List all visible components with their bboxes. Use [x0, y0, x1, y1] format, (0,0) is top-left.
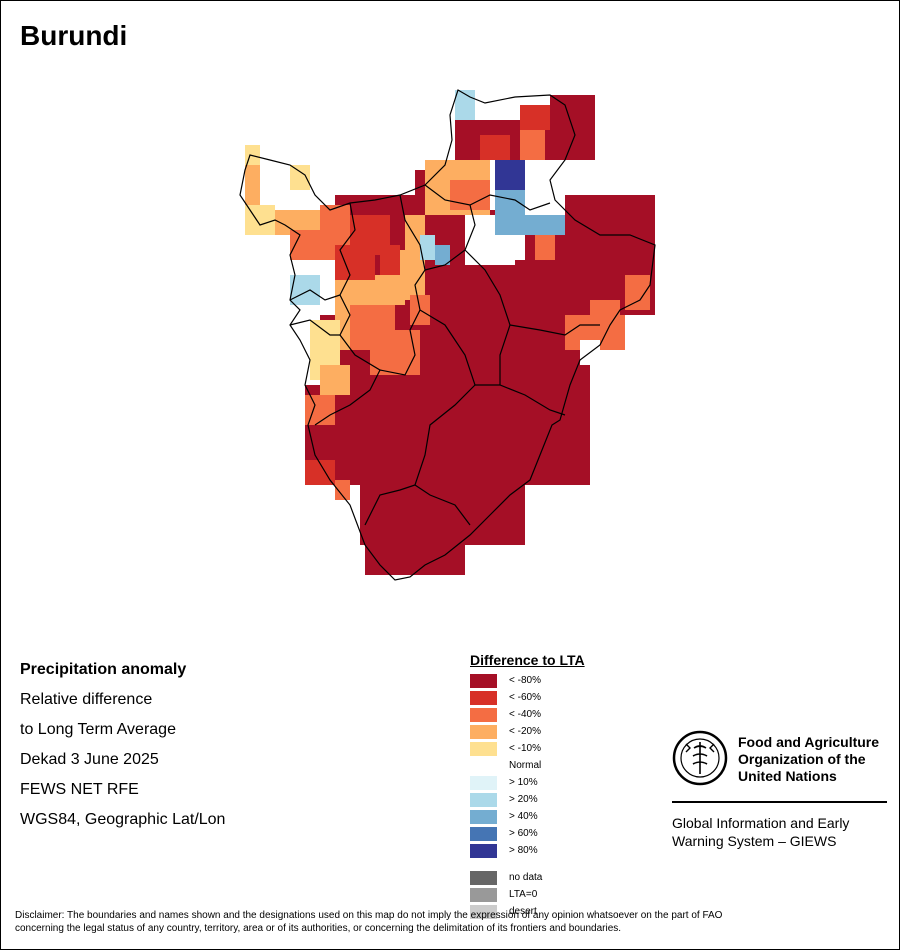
legend-title: Difference to LTA [470, 652, 585, 668]
legend-extra-row: desert [470, 903, 630, 920]
giews-name: Global Information and Early Warning Sys… [672, 814, 887, 850]
legend-class-swatch [470, 843, 497, 858]
legend-class-swatch [470, 809, 497, 824]
giews-line2: Warning System – GIEWS [672, 833, 837, 849]
info-line1: Relative difference [20, 691, 153, 708]
info-source: FEWS NET RFE [20, 781, 139, 798]
legend-class-label: Normal [509, 760, 542, 771]
legend-extra-swatch [470, 887, 497, 902]
legend-class-swatch [470, 724, 497, 739]
legend-class-row: < -40% [470, 706, 630, 723]
fao-name-line1: Food and Agriculture [738, 734, 880, 750]
legend-extra: no data LTA=0 desert [470, 869, 630, 920]
legend-class-row: > 60% [470, 825, 630, 842]
legend-class-label: > 80% [509, 845, 538, 856]
disclaimer: Disclaimer: The boundaries and names sho… [15, 909, 890, 935]
legend-class-label: < -20% [509, 726, 541, 737]
fao-divider [672, 801, 887, 803]
admin-boundaries [239, 89, 656, 581]
legend-extra-label: LTA=0 [509, 889, 538, 900]
legend-classes: < -80% < -60% < -40% < -20% < -10% Normal > 10… [470, 672, 630, 859]
legend-class-swatch [470, 775, 497, 790]
disclaimer-line1: Disclaimer: The boundaries and names sho… [15, 910, 723, 921]
legend-extra-row: LTA=0 [470, 886, 630, 903]
map-info: Precipitation anomaly Relative differenc… [20, 655, 225, 835]
anomaly-west [245, 145, 430, 425]
giews-line1: Global Information and Early [672, 815, 850, 831]
legend-class-label: > 60% [509, 828, 538, 839]
legend-class-label: > 20% [509, 794, 538, 805]
info-heading: Precipitation anomaly [20, 661, 187, 678]
legend-class-label: < -60% [509, 692, 541, 703]
legend-class-swatch [470, 826, 497, 841]
legend-class-label: > 10% [509, 777, 538, 788]
legend-class-label: < -40% [509, 709, 541, 720]
legend-extra-label: desert [509, 906, 537, 917]
legend: Difference to LTA < -80% < -60% < -40% < -2… [470, 652, 630, 920]
legend-class-row: < -60% [470, 689, 630, 706]
legend-class-row: < -80% [470, 672, 630, 689]
info-period: Dekad 3 June 2025 [20, 751, 159, 768]
legend-class-row: < -10% [470, 740, 630, 757]
info-line2: to Long Term Average [20, 721, 176, 738]
legend-class-row: < -20% [470, 723, 630, 740]
legend-gap [470, 859, 630, 869]
legend-extra-label: no data [509, 872, 543, 883]
legend-class-row: Normal [470, 757, 630, 774]
legend-class-swatch [470, 741, 497, 756]
precipitation-anomaly-map [239, 89, 656, 581]
legend-class-swatch [470, 792, 497, 807]
fao-name-line2: Organization of the [738, 751, 866, 767]
legend-class-row: > 40% [470, 808, 630, 825]
legend-class-row: > 10% [470, 774, 630, 791]
fao-name-line3: United Nations [738, 768, 837, 784]
map-title: Burundi [20, 20, 128, 51]
legend-extra-swatch [470, 904, 497, 919]
fao-name: Food and Agriculture Organization of the… [738, 734, 898, 785]
legend-class-swatch [470, 673, 497, 688]
anomaly-north-east [305, 90, 650, 500]
legend-class-label: > 40% [509, 811, 538, 822]
info-projection: WGS84, Geographic Lat/Lon [20, 811, 226, 828]
legend-extra-swatch [470, 870, 497, 885]
legend-class-label: < -80% [509, 675, 541, 686]
legend-class-swatch [470, 690, 497, 705]
disclaimer-line2: concerning the legal status of any count… [15, 923, 622, 934]
legend-class-row: > 20% [470, 791, 630, 808]
legend-class-swatch [470, 707, 497, 722]
legend-class-label: < -10% [509, 743, 541, 754]
fao-logo-icon [672, 730, 728, 786]
legend-extra-row: no data [470, 869, 630, 886]
legend-class-row: > 80% [470, 842, 630, 859]
legend-class-swatch [470, 758, 497, 773]
